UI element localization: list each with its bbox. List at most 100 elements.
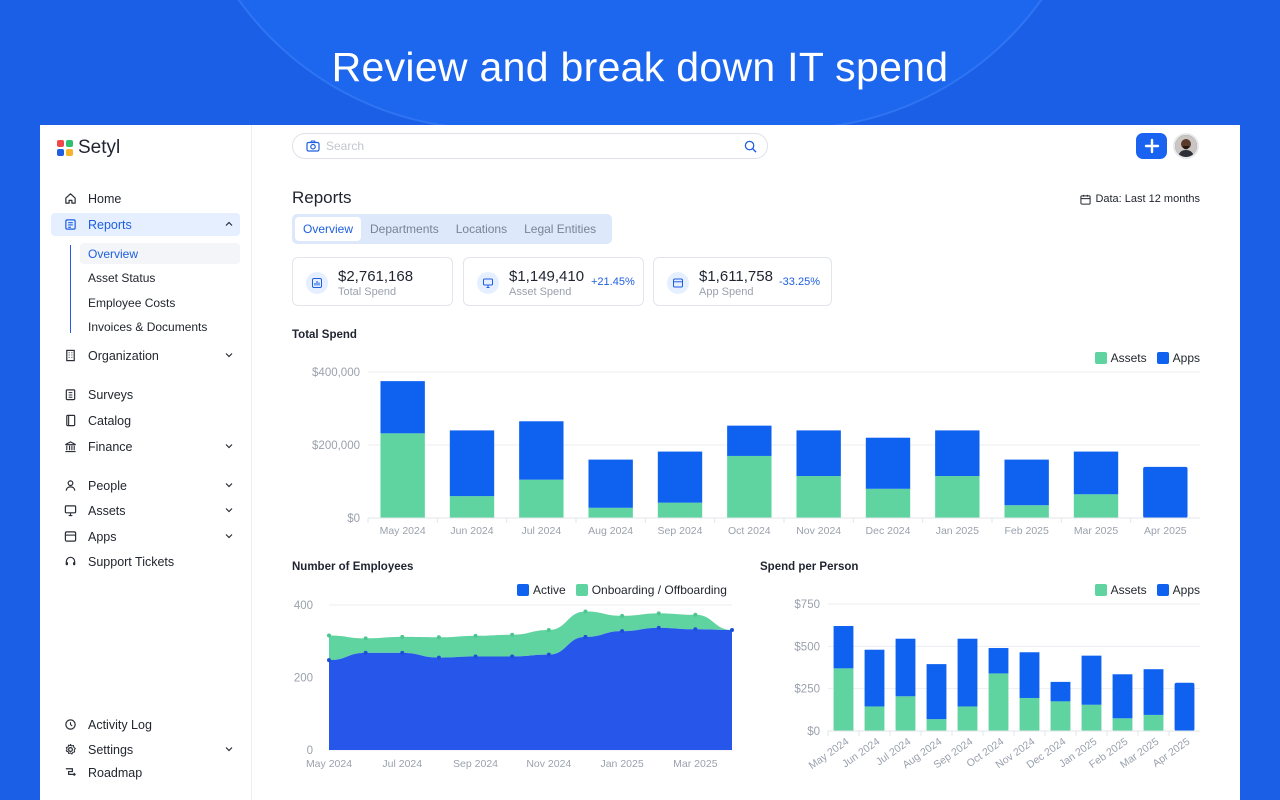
stat-card-asset-spend[interactable]: $1,149,410 Asset Spend +21.45%	[463, 257, 644, 306]
sidebar-item-label: Reports	[88, 217, 132, 232]
legend-item-onboarding[interactable]: Onboarding / Offboarding	[575, 583, 727, 597]
bar-apps	[1174, 682, 1195, 731]
sidebar-item-label: Roadmap	[88, 765, 143, 780]
legend-item-assets[interactable]: Assets	[1094, 583, 1147, 597]
sidebar-item-apps[interactable]: Apps	[51, 525, 240, 548]
data-range[interactable]: Data: Last 12 months	[1080, 193, 1200, 205]
sidebar-subitem-employee-costs[interactable]: Employee Costs	[88, 295, 176, 310]
x-tick-label: May 2024	[306, 758, 352, 770]
legend-item-apps[interactable]: Apps	[1156, 351, 1200, 365]
home-icon	[63, 192, 77, 206]
stat-change: -33.25%	[779, 276, 820, 288]
add-button[interactable]	[1136, 133, 1167, 159]
x-tick-label: Sep 2024	[658, 525, 703, 537]
legend-item-apps[interactable]: Apps	[1156, 583, 1200, 597]
point-active	[510, 654, 515, 659]
bar-assets	[1081, 704, 1102, 731]
point-onboarding	[400, 634, 405, 639]
clipboard-icon	[63, 388, 77, 402]
y-tick-label: 400	[294, 600, 313, 612]
stat-card-total-spend[interactable]: $2,761,168 Total Spend	[292, 257, 453, 306]
sidebar-item-home[interactable]: Home	[51, 187, 240, 210]
bar-apps	[865, 437, 911, 489]
tab-legal-entities[interactable]: Legal Entities	[524, 222, 597, 236]
sidebar-item-surveys[interactable]: Surveys	[51, 383, 240, 406]
bar-apps	[657, 451, 703, 503]
sidebar-item-roadmap[interactable]: Roadmap	[51, 761, 240, 784]
employees-chart: 0 200 400 May 2024 Jul 2024 Sep 2024 Nov 2024 J…	[294, 600, 734, 770]
bar-assets	[1073, 494, 1119, 518]
spend-per-person-legend: Assets Apps	[1085, 583, 1200, 597]
bar-assets	[588, 507, 633, 518]
page-title: Reports	[292, 188, 352, 207]
finance-icon	[63, 440, 77, 454]
search-icon[interactable]	[744, 140, 757, 153]
chevron-up-icon	[225, 221, 233, 226]
area-active	[329, 627, 732, 750]
chevron-down-icon	[225, 483, 233, 488]
sidebar-item-label: Organization	[88, 348, 159, 363]
camera-icon[interactable]	[306, 140, 320, 152]
sidebar-item-catalog[interactable]: Catalog	[51, 409, 240, 432]
sidebar-item-assets[interactable]: Assets	[51, 499, 240, 522]
history-icon	[63, 718, 77, 732]
tab-locations[interactable]: Locations	[455, 222, 508, 236]
sidebar-item-activity-log[interactable]: Activity Log	[51, 713, 240, 736]
sidebar-subitem-invoices-documents[interactable]: Invoices & Documents	[88, 319, 208, 334]
search-bar[interactable]	[292, 133, 768, 159]
chevron-down-icon	[225, 444, 233, 449]
bar-assets	[833, 668, 854, 731]
point-onboarding	[363, 636, 368, 641]
total-spend-title: Total Spend	[292, 329, 357, 341]
sidebar-item-organization[interactable]: Organization	[51, 344, 240, 367]
bar-assets	[1019, 697, 1040, 731]
x-tick-label: May 2024	[380, 525, 426, 537]
search-input[interactable]	[326, 139, 726, 153]
point-active	[400, 650, 405, 655]
sidebar-subitem-overview[interactable]: Overview	[80, 243, 240, 264]
point-active	[436, 655, 441, 660]
avatar[interactable]	[1173, 133, 1199, 159]
point-onboarding	[436, 635, 441, 640]
bar-apps	[1143, 466, 1188, 518]
x-tick-label: Aug 2024	[588, 525, 633, 537]
point-onboarding	[620, 613, 625, 618]
sidebar-subitem-asset-status[interactable]: Asset Status	[88, 270, 156, 285]
legend-item-assets[interactable]: Assets	[1094, 351, 1147, 365]
bar-assets	[449, 496, 495, 518]
headline: Review and break down IT spend	[331, 44, 949, 90]
sidebar-item-reports[interactable]: Reports	[51, 213, 240, 236]
stat-card-app-spend[interactable]: $1,611,758 App Spend -33.25%	[653, 257, 832, 306]
tab-overview[interactable]: Overview	[295, 217, 362, 241]
sidebar-item-people[interactable]: People	[51, 474, 240, 497]
stat-value: $2,761,168	[338, 268, 414, 285]
sidebar-item-support-tickets[interactable]: Support Tickets	[51, 550, 240, 573]
tab-departments[interactable]: Departments	[370, 222, 439, 236]
bar-assets	[380, 433, 425, 518]
data-range-label: Data: Last 12 months	[1095, 193, 1200, 205]
x-tick-label: Nov 2024	[526, 758, 571, 770]
bar-apps	[1019, 652, 1040, 698]
point-onboarding	[546, 628, 551, 633]
x-tick-label: Apr 2025	[1144, 525, 1187, 537]
bar-assets	[957, 706, 978, 731]
chevron-down-icon	[225, 747, 233, 752]
bar-assets	[926, 719, 947, 731]
sidebar-item-finance[interactable]: Finance	[51, 435, 240, 458]
brand-name: Setyl	[78, 137, 121, 158]
bar-apps	[895, 638, 916, 697]
bar-apps	[957, 638, 978, 707]
bar-chart-icon	[306, 272, 328, 294]
bar-apps	[1143, 669, 1164, 715]
y-tick-label: $750	[794, 599, 820, 611]
bar-apps	[1081, 655, 1102, 705]
brand[interactable]: Setyl	[57, 137, 120, 159]
spend-per-person-title: Spend per Person	[760, 561, 859, 573]
sidebar-item-settings[interactable]: Settings	[51, 738, 240, 761]
bar-apps	[727, 425, 772, 456]
x-tick-label: Nov 2024	[796, 525, 841, 537]
sidebar-item-label: Home	[88, 191, 122, 206]
sidebar-item-label: Apps	[88, 529, 117, 544]
legend-item-active[interactable]: Active	[517, 583, 566, 597]
